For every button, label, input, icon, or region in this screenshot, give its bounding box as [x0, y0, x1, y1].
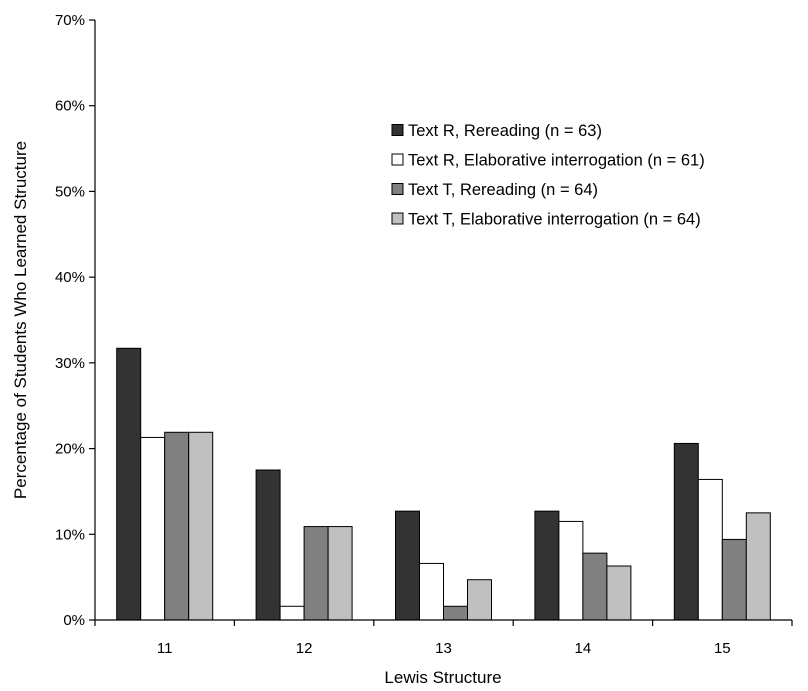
y-ticks-layer: 0% 10% 20% 30% 40% 50% 60% 70% [55, 12, 95, 629]
bar [255, 469, 281, 621]
bar [697, 478, 723, 621]
bar [443, 605, 468, 621]
axes-layer [94, 20, 792, 621]
y-tick-label: 70% [55, 12, 85, 29]
legend-swatch [391, 212, 404, 225]
bar [673, 442, 699, 621]
legend-swatch [391, 153, 404, 166]
y-tick-label: 50% [55, 183, 85, 200]
bar [606, 565, 632, 621]
legend-swatch [391, 183, 404, 195]
y-tick-label: 40% [55, 269, 85, 286]
bars-layer [116, 347, 771, 621]
x-tick-label: 12 [296, 640, 313, 657]
y-axis-label: Percentage of Students Who Learned Struc… [11, 141, 30, 499]
y-tick-label: 20% [55, 441, 85, 458]
y-tick-label: 10% [55, 526, 85, 543]
bar [558, 520, 584, 621]
legend: Text R, Rereading (n = 63) Text R, Elabor… [391, 122, 705, 229]
bar [419, 562, 444, 621]
bar [303, 526, 329, 621]
bar [164, 431, 190, 621]
x-tick-label: 11 [157, 640, 173, 657]
bar [395, 510, 420, 621]
bar [327, 526, 353, 621]
x-ticks-layer: 11 12 13 14 15 [94, 620, 793, 657]
bar [188, 431, 214, 621]
legend-label: Text T, Rereading (n = 64) [408, 181, 598, 199]
y-tick-label: 30% [55, 355, 85, 372]
bar [467, 579, 492, 621]
legend-label: Text R, Elaborative interrogation (n = 6… [408, 152, 705, 170]
bar [745, 512, 771, 621]
x-axis-label: Lewis Structure [384, 668, 501, 687]
y-tick-label: 0% [63, 612, 85, 629]
bar [279, 605, 305, 621]
x-tick-label: 14 [575, 640, 592, 657]
bar [721, 538, 747, 621]
bar [140, 436, 166, 621]
y-tick-label: 60% [55, 98, 85, 115]
bar [582, 552, 608, 621]
bar [116, 347, 142, 621]
bar [534, 510, 560, 621]
legend-label: Text T, Elaborative interrogation (n = 6… [408, 211, 701, 229]
legend-label: Text R, Rereading (n = 63) [408, 122, 602, 140]
x-tick-label: 13 [435, 640, 452, 657]
legend-swatch [391, 124, 404, 136]
x-tick-label: 15 [714, 640, 731, 657]
